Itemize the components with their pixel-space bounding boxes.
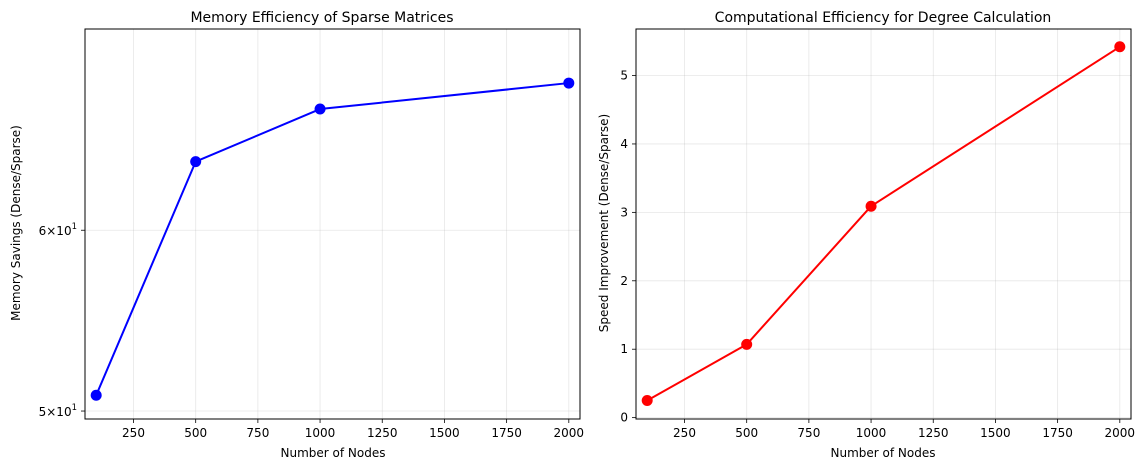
y-axis-label: Memory Savings (Dense/Sparse) (9, 125, 23, 321)
series (90, 77, 575, 401)
x-tick-label: 250 (673, 426, 696, 440)
ticks: 250 500 750 1000 1250 1500 1750 2000 0 1 2 3 4 5 (620, 69, 1135, 440)
data-point (741, 338, 753, 350)
data-point (190, 156, 202, 168)
x-axis-label: Number of Nodes (281, 446, 386, 460)
x-tick-label: 1250 (918, 426, 949, 440)
x-tick-label: 500 (184, 426, 207, 440)
y-tick-label: 0 (620, 411, 628, 425)
y-tick-label: 5×101 (39, 403, 77, 419)
x-tick-label: 750 (797, 426, 820, 440)
data-point (1114, 41, 1126, 53)
y-tick-label: 2 (620, 274, 628, 288)
y-tick-prefix: ×10 (46, 224, 71, 238)
data-point (865, 200, 877, 212)
y-tick-base: 5 (39, 405, 47, 419)
chart-title: Memory Efficiency of Sparse Matrices (190, 10, 453, 26)
x-tick-label: 750 (246, 426, 269, 440)
y-tick-label: 5 (620, 69, 628, 83)
computational-efficiency-chart: Computational Efficiency for Degree Calc… (597, 10, 1135, 460)
grid (636, 29, 1131, 419)
memory-efficiency-chart: Memory Efficiency of Sparse Matrices Num… (9, 10, 584, 460)
y-tick-label: 1 (620, 342, 628, 356)
x-tick-label: 1500 (980, 426, 1011, 440)
series-line (646, 45, 1121, 402)
x-tick-label: 2000 (554, 426, 585, 440)
y-tick-exponent: 1 (72, 403, 77, 413)
chart-title: Computational Efficiency for Degree Calc… (715, 10, 1052, 26)
data-point (314, 103, 326, 115)
x-tick-label: 250 (122, 426, 145, 440)
x-tick-label: 2000 (1105, 426, 1136, 440)
series (641, 41, 1126, 407)
x-tick-label: 1000 (856, 426, 887, 440)
x-axis-label: Number of Nodes (831, 446, 936, 460)
data-point (90, 389, 102, 401)
x-tick-label: 1500 (429, 426, 460, 440)
plot-frame (84, 28, 581, 420)
y-tick-base: 6 (39, 224, 47, 238)
data-point (563, 77, 575, 89)
series-line (95, 82, 569, 396)
x-tick-label: 1750 (491, 426, 522, 440)
data-point (641, 395, 653, 407)
x-tick-label: 500 (735, 426, 758, 440)
x-tick-label: 1750 (1042, 426, 1073, 440)
y-tick-label: 4 (620, 137, 628, 151)
y-tick-exponent: 1 (72, 222, 77, 232)
grid (85, 29, 580, 419)
y-tick-label: 6×101 (39, 222, 77, 238)
y-tick-prefix: ×10 (46, 405, 71, 419)
plot-frame (635, 28, 1132, 420)
x-tick-label: 1000 (305, 426, 336, 440)
y-axis-label: Speed Improvement (Dense/Sparse) (597, 114, 611, 332)
x-tick-label: 1250 (367, 426, 398, 440)
y-tick-label: 3 (620, 205, 628, 219)
